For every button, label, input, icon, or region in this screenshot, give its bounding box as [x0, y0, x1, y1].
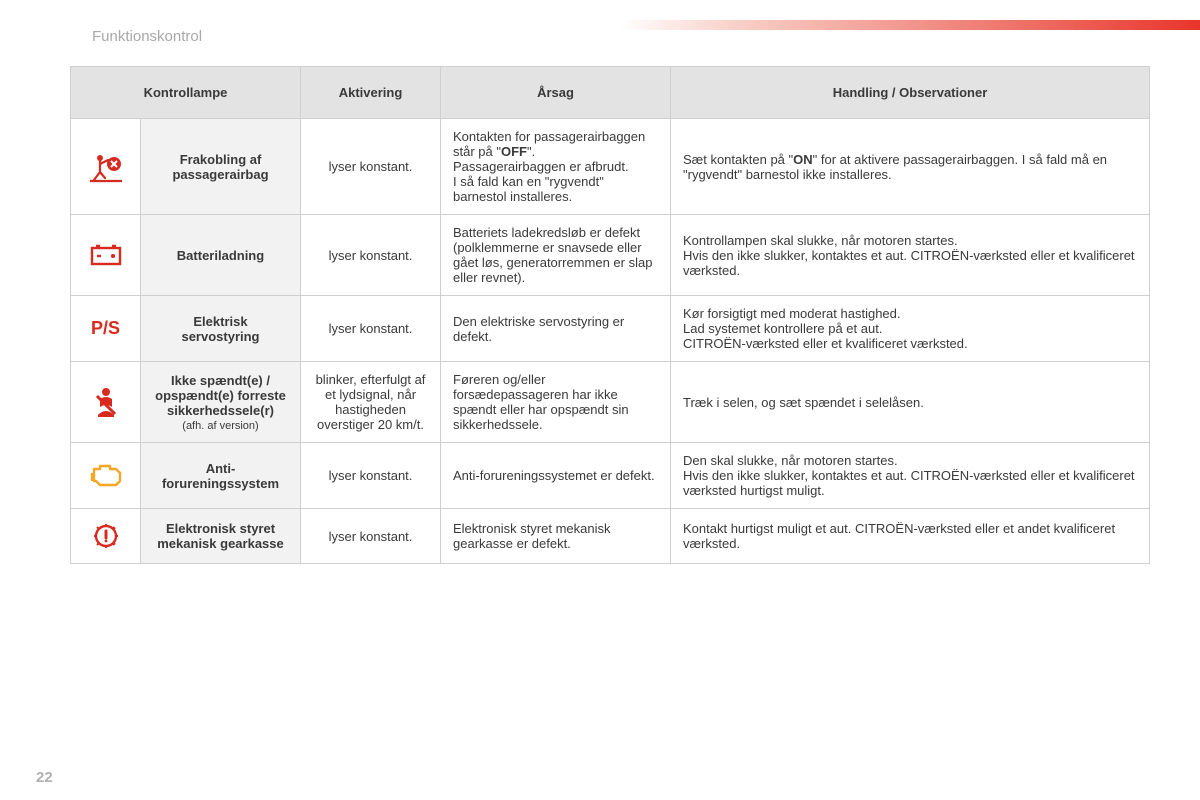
lamp-name: Elektrisk servostyring — [141, 296, 301, 362]
engine-icon — [86, 459, 126, 493]
airbag-off-icon — [86, 150, 126, 184]
header-action: Handling / Observationer — [671, 67, 1150, 119]
ps-icon: P/S — [91, 318, 120, 338]
section-title: Funktionskontrol — [92, 28, 202, 45]
table-row: Elektronisk styret mekanisk gearkasse ly… — [71, 509, 1150, 564]
icon-cell — [71, 362, 141, 443]
warning-lights-table: Kontrollampe Aktivering Årsag Handling /… — [70, 66, 1150, 564]
cause-cell: Elektronisk styret mekanisk gearkasse er… — [441, 509, 671, 564]
table-row: P/S Elektrisk servostyring lyser konstan… — [71, 296, 1150, 362]
table-row: Frakobling af passagerairbag lyser konst… — [71, 119, 1150, 215]
table-row: Ikke spændt(e) / opspændt(e) forreste si… — [71, 362, 1150, 443]
icon-cell — [71, 215, 141, 296]
table-row: Batteriladning lyser konstant. Batteriet… — [71, 215, 1150, 296]
lamp-name: Batteriladning — [141, 215, 301, 296]
icon-cell — [71, 443, 141, 509]
activation-cell: lyser konstant. — [301, 296, 441, 362]
header-red-bar — [620, 20, 1200, 30]
icon-cell: P/S — [71, 296, 141, 362]
cause-cell: Anti-forureningssystemet er defekt. — [441, 443, 671, 509]
header-lamp: Kontrollampe — [71, 67, 301, 119]
action-cell: Kontakt hurtigst muligt et aut. CITROËN-… — [671, 509, 1150, 564]
page-number: 22 — [36, 769, 53, 786]
action-cell: Sæt kontakten på "ON" for at aktivere pa… — [671, 119, 1150, 215]
battery-icon — [86, 238, 126, 272]
cause-cell: Batteriets ladekredsløb er defekt (polkl… — [441, 215, 671, 296]
table-header-row: Kontrollampe Aktivering Årsag Handling /… — [71, 67, 1150, 119]
icon-cell — [71, 119, 141, 215]
gearbox-icon — [86, 519, 126, 553]
activation-cell: lyser konstant. — [301, 215, 441, 296]
lamp-name: Ikke spændt(e) / opspændt(e) forreste si… — [141, 362, 301, 443]
activation-cell: lyser konstant. — [301, 443, 441, 509]
action-cell: Kør forsigtigt med moderat hastighed. La… — [671, 296, 1150, 362]
activation-cell: blinker, efterfulgt af et lydsignal, når… — [301, 362, 441, 443]
table-row: Anti-forureningssystem lyser konstant. A… — [71, 443, 1150, 509]
lamp-name: Frakobling af passagerairbag — [141, 119, 301, 215]
header-cause: Årsag — [441, 67, 671, 119]
lamp-name: Elektronisk styret mekanisk gearkasse — [141, 509, 301, 564]
cause-cell: Føreren og/eller forsædepassageren har i… — [441, 362, 671, 443]
cause-cell: Den elektriske servostyring er defekt. — [441, 296, 671, 362]
header-activation: Aktivering — [301, 67, 441, 119]
action-cell: Kontrollampen skal slukke, når motoren s… — [671, 215, 1150, 296]
lamp-name: Anti-forureningssystem — [141, 443, 301, 509]
cause-cell: Kontakten for passagerairbaggen står på … — [441, 119, 671, 215]
icon-cell — [71, 509, 141, 564]
activation-cell: lyser konstant. — [301, 509, 441, 564]
activation-cell: lyser konstant. — [301, 119, 441, 215]
seatbelt-icon — [86, 385, 126, 419]
action-cell: Den skal slukke, når motoren startes. Hv… — [671, 443, 1150, 509]
action-cell: Træk i selen, og sæt spændet i selelåsen… — [671, 362, 1150, 443]
